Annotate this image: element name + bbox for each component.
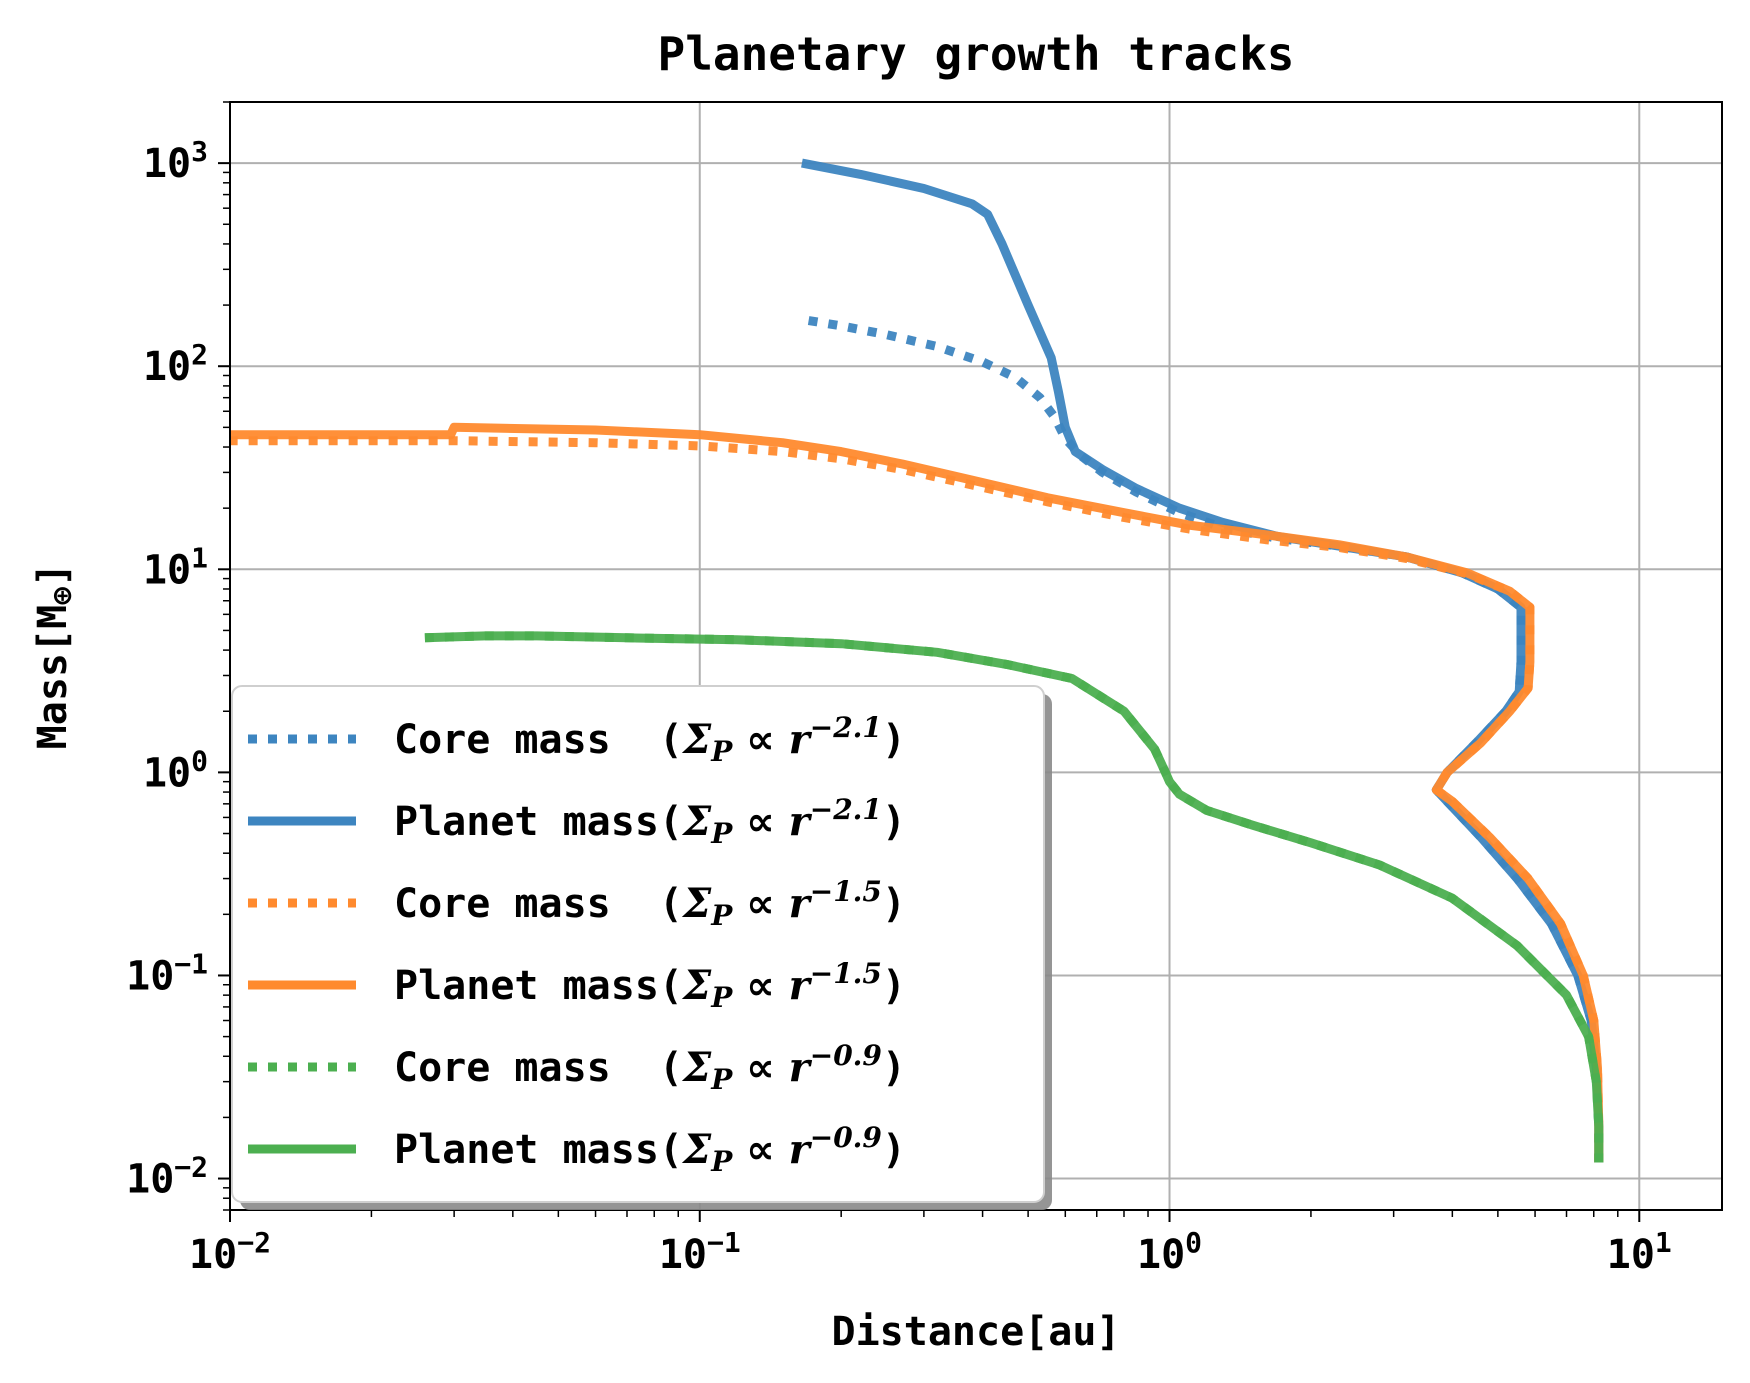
legend-prop-5: ∝ — [732, 1045, 788, 1091]
legend-sub-2: P — [710, 817, 733, 850]
legend-prop-4: ∝ — [732, 963, 788, 1009]
legend-r-2: r — [789, 798, 813, 845]
legend-close-3: ) — [882, 881, 906, 927]
legend-sigma-6: Σ — [681, 1126, 712, 1173]
legend-sub-5: P — [710, 1063, 733, 1096]
legend-main-1: Core mass ( — [394, 717, 683, 763]
legend-label-6: Planet mass(ΣP ∝ r−0.9) — [394, 1121, 906, 1178]
series-lines — [230, 158, 1604, 1163]
legend-prop-1: ∝ — [732, 717, 788, 763]
legend-prop-3: ∝ — [732, 881, 788, 927]
x-tick-label: 10−1 — [659, 1226, 741, 1278]
legend-label-5: Core mass (ΣP ∝ r−0.9) — [394, 1039, 906, 1096]
y-tick-label: 102 — [143, 338, 208, 390]
legend-r-5: r — [789, 1044, 813, 1091]
legend-sigma-1: Σ — [681, 716, 712, 763]
legend-close-6: ) — [882, 1127, 906, 1173]
axis-ticks: 10−2 10−1 100 101 10−2 10−1 100 101 102 103 — [126, 135, 1672, 1278]
legend-r-6: r — [789, 1126, 813, 1173]
legend-prop-2: ∝ — [732, 799, 788, 845]
legend-box — [231, 685, 1045, 1203]
legend-close-1: ) — [882, 717, 906, 763]
y-tick-label: 103 — [143, 135, 208, 187]
legend-exp-5: −0.9 — [810, 1039, 882, 1072]
legend-label-1: Core mass (ΣP ∝ r−2.1) — [394, 711, 906, 768]
legend-r-4: r — [789, 962, 813, 1009]
legend-main-2: Planet mass( — [394, 799, 683, 845]
x-axis-label: Distance[au] — [832, 1309, 1121, 1355]
legend-prop-6: ∝ — [732, 1127, 788, 1173]
legend-label-4: Planet mass(ΣP ∝ r−1.5) — [394, 957, 906, 1014]
y-tick-label: 10−1 — [126, 947, 208, 999]
legend-exp-6: −0.9 — [810, 1121, 882, 1154]
y-axis-label-subscript: ⊕ — [45, 587, 80, 605]
legend-sub-1: P — [710, 735, 733, 768]
legend-exp-3: −1.5 — [810, 875, 882, 908]
legend-main-6: Planet mass( — [394, 1127, 683, 1173]
x-tick-label: 10−2 — [189, 1226, 271, 1278]
legend-main-4: Planet mass( — [394, 963, 683, 1009]
legend-sub-4: P — [710, 981, 733, 1014]
legend-exp-4: −1.5 — [810, 957, 882, 990]
series-line-4 — [230, 422, 1604, 1163]
legend-exp-1: −2.1 — [810, 711, 882, 744]
y-axis-label-prefix: Mass[M — [30, 605, 76, 750]
y-tick-label: 10−2 — [126, 1151, 208, 1203]
legend-entries: Core mass (ΣP ∝ r−2.1)Planet mass(ΣP ∝ r… — [248, 711, 906, 1178]
legend-sigma-3: Σ — [681, 880, 712, 927]
legend: Core mass (ΣP ∝ r−2.1)Planet mass(ΣP ∝ r… — [231, 685, 1052, 1210]
legend-exp-2: −2.1 — [810, 793, 882, 826]
chart-title: Planetary growth tracks — [658, 27, 1295, 81]
legend-sub-6: P — [710, 1145, 733, 1178]
minor-ticks — [223, 101, 1619, 1217]
legend-main-3: Core mass ( — [394, 881, 683, 927]
x-tick-label: 100 — [1137, 1226, 1202, 1278]
x-tick-label: 101 — [1607, 1226, 1672, 1278]
legend-close-4: ) — [882, 963, 906, 1009]
legend-close-5: ) — [882, 1045, 906, 1091]
legend-sigma-2: Σ — [681, 798, 712, 845]
series-line-6 — [424, 631, 1604, 1163]
legend-r-3: r — [789, 880, 813, 927]
legend-label-3: Core mass (ΣP ∝ r−1.5) — [394, 875, 906, 932]
y-axis-label-suffix: ] — [30, 563, 76, 587]
y-tick-label: 100 — [143, 744, 208, 796]
legend-sigma-4: Σ — [681, 962, 712, 1009]
legend-label-2: Planet mass(ΣP ∝ r−2.1) — [394, 793, 906, 850]
series-line-3 — [230, 436, 1604, 1163]
legend-r-1: r — [789, 716, 813, 763]
y-axis-label: Mass[M⊕] — [30, 563, 80, 750]
legend-close-2: ) — [882, 799, 906, 845]
legend-sigma-5: Σ — [681, 1044, 712, 1091]
legend-sub-3: P — [710, 899, 733, 932]
y-tick-label: 101 — [143, 541, 208, 593]
legend-main-5: Core mass ( — [394, 1045, 683, 1091]
